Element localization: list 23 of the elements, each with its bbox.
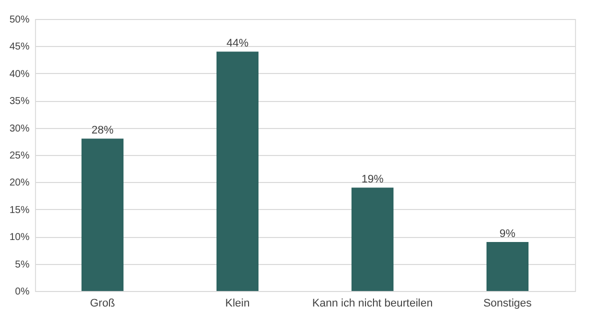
x-tick-label: Sonstiges [483, 298, 532, 310]
y-tick-label: 50% [9, 14, 30, 26]
y-tick-label: 40% [9, 68, 30, 80]
y-tick-label: 15% [9, 204, 30, 216]
bar [352, 188, 394, 291]
y-tick-label: 0% [15, 286, 30, 298]
bar [82, 138, 124, 291]
y-tick-label: 5% [15, 259, 30, 270]
y-tick-label: 10% [9, 232, 30, 244]
y-tick-label: 30% [9, 123, 30, 134]
bar [216, 52, 258, 291]
bar [486, 242, 528, 291]
x-tick-label: Kann ich nicht beurteilen [312, 298, 433, 310]
x-tick-label: Groß [90, 298, 116, 310]
data-label: 44% [226, 38, 249, 50]
y-tick-label: 20% [9, 178, 30, 189]
data-label: 19% [361, 174, 384, 186]
data-label: 28% [91, 124, 114, 137]
x-tick-label: Klein [225, 298, 250, 310]
y-tick-label: 45% [9, 42, 30, 53]
data-label: 9% [500, 228, 516, 240]
y-tick-label: 25% [9, 150, 30, 162]
y-tick-label: 35% [9, 96, 30, 108]
